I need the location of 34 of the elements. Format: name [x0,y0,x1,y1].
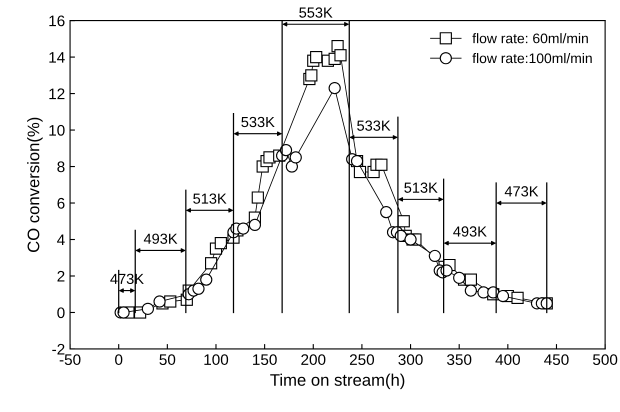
x-tick-label: 500 [592,354,618,366]
x-tick-label: -50 [60,354,81,366]
y-tick-label: 6 [57,198,65,209]
legend-label: flow rate:100ml/min [472,52,592,64]
text: 553K [299,7,333,18]
y-tick-label: 0 [57,307,65,318]
annotation: 513K [404,182,438,193]
y-tick-label: 14 [49,52,65,63]
annotation: 473K [504,186,538,196]
annotation: 533K [241,116,275,128]
x-tick-label: 200 [301,354,326,366]
y-tick-label: 2 [57,270,64,282]
annotation: 533K [357,120,390,131]
x-tick-label: 400 [495,354,520,366]
y-tick-label: 8 [57,161,65,172]
x-tick-label: 0 [115,354,122,366]
annotation: 513K [193,193,227,204]
x-tick-label: 50 [159,354,176,366]
y-axis-title: CO conversion(%) [27,118,43,252]
x-tick-label: 300 [398,354,423,366]
x-tick-label: 150 [253,354,277,366]
x-tick-label: 250 [350,354,374,366]
y-tick-label: 10 [49,124,65,136]
y-tick-label: 16 [49,15,65,26]
x-tick-label: 450 [544,354,569,366]
y-tick-label: 4 [57,234,65,246]
y-tick-label: 12 [49,88,64,100]
annotation: 493K [453,226,487,237]
y-tick-label: -2 [52,344,64,354]
x-tick-label: 100 [204,354,228,366]
x-tick-label: 350 [447,354,472,366]
x-axis-title: Time on stream(h) [270,374,404,390]
annotation: 493K [144,234,178,244]
legend-label: flow rate: 60ml/min [472,33,588,44]
